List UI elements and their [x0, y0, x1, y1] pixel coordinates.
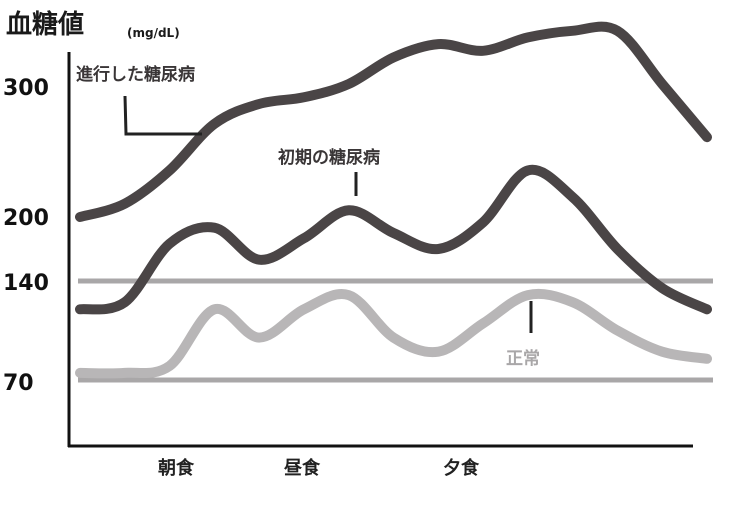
chart-title: 血糖値 [6, 9, 84, 40]
label-normal: 正常 [506, 348, 540, 369]
y-tick-140: 140 [3, 271, 49, 296]
meal-label-lunch: 昼食 [284, 457, 321, 479]
chart-unit: (mg/dL) [127, 26, 180, 40]
series-line-advanced-diabetes [75, 21, 712, 222]
leader-advanced-diabetes [123, 95, 202, 136]
y-tick-200: 200 [3, 206, 49, 231]
series-line-early-diabetes [75, 164, 712, 315]
meal-label-breakfast: 朝食 [158, 457, 195, 479]
y-tick-300: 300 [3, 76, 49, 101]
meal-label-dinner: 夕食 [443, 457, 480, 479]
series-line-normal [75, 288, 712, 379]
label-advanced-diabetes: 進行した糖尿病 [76, 64, 195, 85]
y-tick-70: 70 [3, 371, 34, 396]
label-early-diabetes: 初期の糖尿病 [278, 147, 380, 168]
